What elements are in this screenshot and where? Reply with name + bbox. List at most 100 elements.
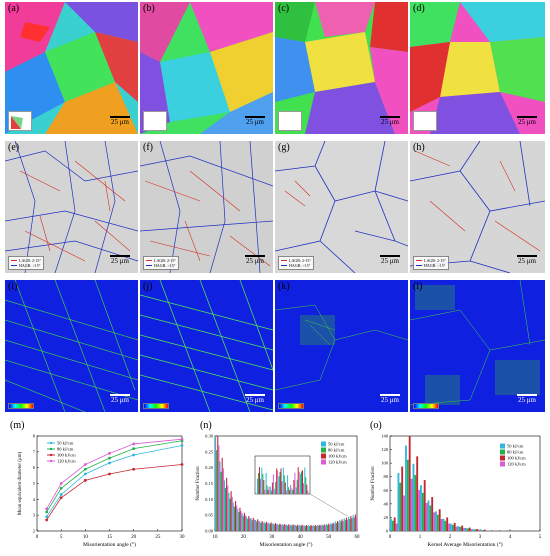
inset-bar	[294, 472, 296, 494]
bar	[304, 526, 306, 531]
legend-label: 80 kJ/cm	[507, 450, 524, 455]
bar	[281, 524, 283, 531]
inset-bar	[307, 490, 309, 494]
bar	[410, 478, 413, 531]
bar	[291, 525, 293, 531]
bar	[332, 522, 334, 531]
bar	[233, 506, 235, 531]
bar	[431, 497, 434, 531]
bar	[436, 514, 439, 531]
chart-m: 0 5 10 15 20 25 30 2 3 4 5 6 7 8 Misorientation angle …	[18, 434, 185, 549]
inset-bar	[285, 490, 287, 494]
kam-map-k: (k) 25 μm	[275, 280, 408, 412]
bar	[461, 525, 464, 531]
bar	[312, 525, 314, 531]
legend-label: 50 kJ/cm	[507, 444, 524, 449]
scale-bar: 25 μm	[517, 116, 537, 126]
data-point	[132, 442, 136, 446]
data-point	[45, 515, 49, 519]
bar	[472, 529, 475, 531]
x-tick-label: 1	[419, 535, 422, 540]
inset-bar	[291, 488, 293, 494]
x-tick-label: 30	[269, 535, 275, 540]
bar	[408, 436, 411, 531]
bar	[218, 445, 220, 531]
bar	[256, 521, 258, 531]
data-point	[108, 461, 111, 465]
inset-bar	[258, 472, 259, 494]
series-line	[46, 464, 183, 521]
bar	[272, 523, 274, 531]
bar	[420, 485, 422, 531]
bar	[230, 491, 232, 531]
bar	[221, 457, 223, 531]
inset-bar	[266, 485, 268, 494]
bar	[238, 512, 240, 531]
inset-bar	[277, 470, 279, 494]
bar	[329, 524, 331, 531]
data-point	[59, 482, 63, 485]
kam-map-image	[410, 280, 545, 412]
bar	[301, 524, 303, 531]
bar	[330, 523, 332, 531]
series-line	[46, 440, 183, 513]
bar	[299, 524, 301, 531]
gb-map-g: (g) LAGB: 2-15° HAGB: >15° 25 μm	[275, 141, 408, 273]
bar	[239, 507, 241, 531]
panel-label-j: (j)	[143, 281, 153, 292]
inset-bar	[300, 474, 301, 494]
bar	[427, 500, 430, 531]
y-tick-label: 60	[384, 488, 389, 493]
inset-bar	[279, 471, 281, 494]
kam-color-scale	[143, 403, 169, 409]
bar	[325, 524, 328, 531]
data-point	[108, 452, 111, 455]
scale-bar: 25 μm	[380, 255, 400, 265]
legend-label: 100 kJ/cm	[328, 454, 347, 459]
bar	[283, 524, 285, 531]
data-point	[132, 453, 136, 457]
data-point	[180, 463, 184, 466]
bar	[457, 526, 460, 531]
bar	[451, 524, 454, 531]
ipf-map-image	[275, 2, 408, 134]
panel-label-n: (n)	[200, 420, 212, 431]
y-axis-label: Mean equivalent diameter (μm)	[18, 451, 23, 515]
legend-label: 120 kJ/cm	[328, 460, 347, 465]
bar	[295, 525, 298, 531]
scale-bar: 25 μm	[110, 394, 130, 404]
bar	[391, 520, 394, 531]
bar	[476, 528, 479, 531]
x-axis-label: Misorientation angle (°)	[260, 541, 313, 548]
inset-bar	[296, 479, 298, 494]
panel-label-f: (f)	[143, 142, 153, 153]
bar	[227, 485, 229, 531]
inset-bar	[289, 489, 291, 494]
inset-bar	[259, 467, 260, 494]
gb-map-image	[410, 141, 545, 273]
panel-label-k: (k)	[278, 281, 290, 292]
kam-color-scale	[8, 403, 34, 409]
y-tick-label: 0.15	[205, 481, 214, 486]
bar	[274, 523, 277, 531]
bar	[287, 525, 289, 531]
inset-bar	[281, 481, 283, 494]
bar	[236, 505, 238, 531]
bar	[327, 525, 329, 531]
bar	[288, 524, 290, 531]
gb-map-image	[140, 141, 273, 273]
kam-map-image	[140, 280, 273, 412]
scale-bar: 25 μm	[380, 116, 400, 126]
bar	[435, 511, 437, 531]
bar	[446, 517, 449, 531]
ipf-map-d: (d) 25 μm	[410, 2, 545, 134]
bar	[335, 522, 338, 531]
bar	[258, 521, 260, 531]
inset-bar	[303, 483, 304, 494]
gb-map-e: (e) LAGB: 2-15° HAGB: >15° 25 μm	[5, 141, 138, 273]
bar	[276, 524, 278, 531]
data-point	[108, 456, 111, 460]
bar	[465, 527, 467, 531]
legend-label: 100 kJ/cm	[507, 456, 526, 461]
inset-bar	[287, 475, 289, 494]
